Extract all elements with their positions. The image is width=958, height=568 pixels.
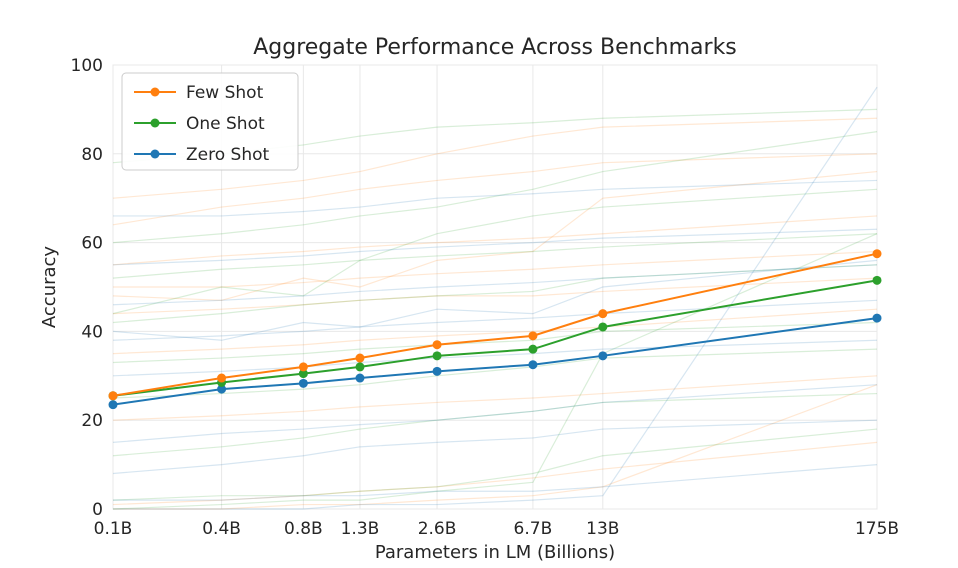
background-series-line	[112, 419, 878, 475]
background-series-line	[112, 233, 878, 510]
data-point	[217, 373, 227, 383]
series-line	[112, 252, 878, 397]
x-tick-label: 0.1B	[94, 519, 133, 539]
background-series-line	[113, 86, 878, 510]
data-point	[432, 366, 442, 376]
data-point	[528, 360, 538, 370]
y-tick-label: 20	[81, 411, 103, 431]
background-series-line	[113, 464, 878, 501]
background-series-line	[113, 179, 878, 217]
legend: Few Shot One Shot Zero Shot	[121, 72, 299, 171]
legend-label: Few Shot	[186, 83, 264, 103]
legend-box	[121, 72, 299, 171]
x-tick-labels: 0.1B 0.4B 0.8B 1.3B 2.6B 6.7B 13B 175B	[94, 519, 899, 539]
main-series	[108, 249, 882, 410]
data-point	[432, 351, 442, 361]
background-series-line	[112, 259, 878, 341]
background-series-line	[112, 308, 878, 355]
y-tick-labels: 0 20 40 60 80 100	[71, 56, 103, 520]
y-tick-label: 60	[81, 234, 103, 254]
background-series-line	[112, 233, 878, 279]
data-point	[872, 275, 882, 285]
background-series-line	[112, 264, 878, 306]
y-tick-label: 40	[81, 322, 103, 342]
data-point	[528, 331, 538, 341]
x-tick-label: 0.4B	[202, 519, 241, 539]
x-tick-label: 13B	[586, 519, 619, 539]
background-series-line	[112, 188, 878, 315]
x-tick-label: 6.7B	[514, 519, 553, 539]
background-series-line	[112, 228, 878, 266]
data-point	[598, 309, 608, 319]
data-point	[355, 353, 365, 363]
background-series-line	[112, 384, 878, 443]
background-series-line	[112, 299, 878, 341]
background-series-line	[113, 384, 878, 510]
x-tick-label: 0.8B	[284, 519, 323, 539]
background-series-line	[112, 215, 878, 266]
y-tick-label: 100	[71, 56, 103, 76]
legend-marker	[150, 87, 160, 97]
chart-title: Aggregate Performance Across Benchmarks	[253, 35, 737, 60]
background-series-line	[112, 348, 878, 399]
y-axis-label: Accuracy	[39, 246, 60, 329]
data-point	[217, 384, 227, 394]
x-axis-label: Parameters in LM (Billions)	[375, 542, 615, 563]
legend-marker	[150, 149, 160, 159]
data-point	[872, 313, 882, 323]
background-series-line	[112, 375, 878, 421]
data-point	[108, 391, 118, 401]
background-series-line	[112, 117, 878, 199]
background-series-line	[112, 170, 878, 301]
data-point	[298, 369, 308, 379]
data-point	[598, 351, 608, 361]
data-point	[872, 249, 882, 259]
legend-marker	[150, 118, 160, 128]
data-point	[528, 344, 538, 354]
data-point	[355, 373, 365, 383]
gridlines	[112, 64, 878, 510]
x-tick-label: 2.6B	[418, 519, 457, 539]
legend-label: One Shot	[186, 114, 265, 134]
data-point	[298, 378, 308, 388]
background-series-line	[113, 250, 878, 288]
y-tick-label: 0	[92, 500, 103, 520]
series-line	[112, 317, 878, 406]
data-point	[355, 362, 365, 372]
x-tick-label: 1.3B	[341, 519, 380, 539]
background-series	[112, 86, 878, 510]
background-series-line	[112, 428, 878, 501]
background-series-line	[112, 277, 878, 315]
background-series-line	[112, 339, 878, 377]
background-series-line	[112, 321, 878, 364]
data-point	[298, 362, 308, 372]
series-line	[112, 279, 878, 397]
y-tick-label: 80	[81, 145, 103, 165]
data-point	[598, 322, 608, 332]
data-point	[432, 340, 442, 350]
background-series-line	[112, 131, 878, 244]
background-series-line	[112, 392, 878, 457]
background-series-line	[112, 441, 878, 506]
data-point	[108, 400, 118, 410]
background-series-line	[112, 153, 878, 226]
x-tick-label: 175B	[855, 519, 899, 539]
background-series-line	[112, 264, 878, 324]
legend-label: Zero Shot	[186, 145, 269, 165]
